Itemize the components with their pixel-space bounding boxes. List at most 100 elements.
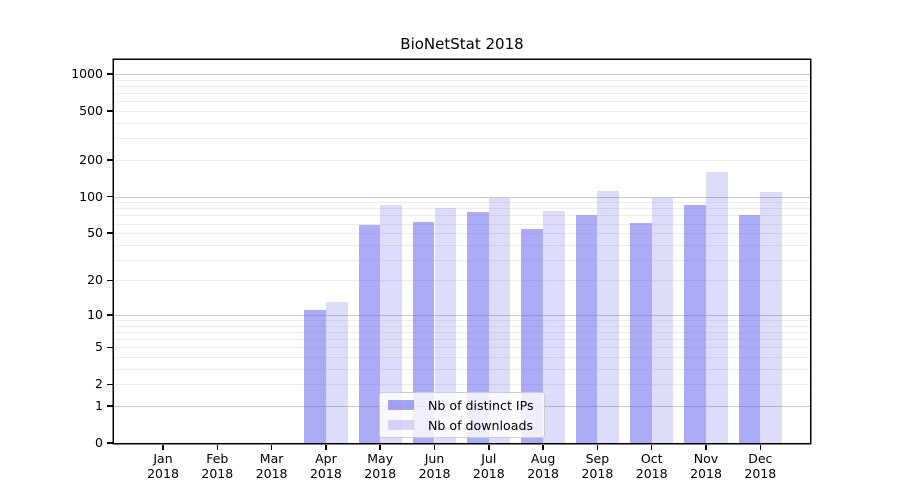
x-tick-mark [216, 444, 219, 450]
bar-nb-of-distinct-ips-nov [684, 205, 706, 443]
x-tick-label: Mar 2018 [242, 451, 302, 481]
x-tick-year: 2018 [255, 466, 288, 481]
x-tick-label: Nov 2018 [676, 451, 736, 481]
y-tick-mark [107, 195, 113, 198]
gridline-minor [114, 93, 810, 95]
x-tick-mark [596, 444, 599, 450]
gridline-major [114, 74, 810, 76]
x-tick-month: Aug [530, 451, 556, 466]
y-tick-label: 0 [95, 435, 103, 450]
x-tick-year: 2018 [635, 466, 668, 481]
bar-nb-of-downloads-may [380, 204, 402, 443]
x-tick-mark [759, 444, 762, 450]
x-tick-month: May [367, 451, 394, 466]
x-tick-month: Mar [259, 451, 284, 466]
bar-nb-of-distinct-ips-aug [521, 229, 544, 443]
legend-label-ips: Nb of distinct IPs [428, 397, 534, 413]
x-tick-mark [379, 444, 381, 450]
y-tick-label: 100 [79, 188, 103, 204]
x-tick-year: 2018 [418, 466, 451, 481]
gridline-major [114, 196, 810, 198]
x-tick-mark [488, 444, 490, 450]
gridline-minor [114, 101, 810, 103]
x-tick-month: Jan [153, 451, 173, 466]
x-tick-mark [650, 444, 653, 450]
y-tick-label: 1 [95, 398, 103, 413]
gridline-minor [114, 332, 810, 333]
legend-item-downloads: Nb of downloads [388, 418, 536, 433]
gridline-minor [114, 280, 810, 282]
x-tick-month: Sep [585, 451, 610, 466]
x-tick-mark [542, 444, 544, 450]
legend-swatch-ips [388, 400, 414, 410]
gridline-minor [114, 357, 810, 359]
gridline-minor [114, 384, 810, 386]
gridline-minor [114, 223, 810, 225]
gridline-minor [114, 259, 810, 261]
gridline-minor [114, 159, 810, 161]
bar-nb-of-downloads-oct [651, 198, 674, 443]
x-tick-year: 2018 [472, 466, 505, 481]
bar-nb-of-distinct-ips-jun [412, 221, 435, 443]
x-tick-label: Aug 2018 [513, 451, 573, 481]
bar-nb-of-downloads-sep [597, 191, 620, 443]
x-tick-month: Apr [315, 451, 337, 466]
gridline-minor [114, 123, 810, 125]
bar-nb-of-distinct-ips-sep [575, 214, 598, 443]
x-tick-label: Jan 2018 [133, 451, 193, 481]
x-tick-mark [325, 444, 327, 450]
y-tick-label: 200 [79, 151, 103, 167]
x-tick-label: Apr 2018 [296, 451, 356, 481]
gridline-minor [114, 233, 810, 235]
gridline-minor [114, 138, 810, 140]
gridline-minor [114, 320, 810, 322]
y-tick-label: 5 [95, 339, 103, 355]
x-tick-label: Feb 2018 [187, 451, 247, 481]
x-tick-year: 2018 [201, 466, 234, 481]
gridline-minor [114, 111, 810, 113]
bar-nb-of-distinct-ips-apr [304, 310, 326, 443]
x-tick-month: Dec [748, 451, 773, 466]
x-tick-month: Jul [481, 451, 497, 466]
gridline-minor [114, 208, 810, 210]
x-tick-year: 2018 [581, 466, 614, 481]
bar-nb-of-downloads-nov [706, 171, 728, 443]
bar-nb-of-downloads-apr [325, 302, 348, 443]
y-tick-mark [107, 159, 113, 161]
bar-nb-of-downloads-dec [760, 191, 782, 443]
y-tick-mark [107, 232, 113, 234]
x-tick-mark [270, 444, 273, 450]
bar-nb-of-downloads-jun [434, 208, 457, 443]
gridline-minor [114, 202, 810, 204]
gridline-minor [114, 347, 810, 349]
gridline-minor [114, 325, 810, 327]
x-tick-mark [433, 444, 436, 450]
y-tick-mark [107, 346, 113, 349]
gridline-minor [114, 369, 810, 370]
legend-label-downloads: Nb of downloads [428, 417, 534, 433]
y-tick-label: 50 [87, 225, 103, 241]
x-tick-year: 2018 [744, 466, 777, 481]
gridline-minor [114, 244, 810, 246]
x-tick-label: Dec 2018 [730, 451, 790, 481]
bar-nb-of-distinct-ips-oct [630, 222, 652, 443]
x-tick-label: Jul 2018 [459, 451, 519, 481]
y-tick-mark [107, 73, 113, 75]
x-tick-month: Feb [206, 451, 229, 466]
gridline-major [114, 315, 810, 316]
y-tick-label: 10 [87, 307, 103, 322]
legend-swatch-downloads [388, 420, 414, 430]
x-tick-year: 2018 [364, 466, 397, 481]
y-tick-mark [107, 110, 113, 112]
x-tick-year: 2018 [527, 466, 559, 481]
bar-nb-of-downloads-aug [543, 211, 565, 443]
x-tick-year: 2018 [309, 466, 342, 481]
gridline-minor [114, 86, 810, 88]
y-tick-label: 20 [87, 272, 103, 288]
y-tick-mark [107, 279, 113, 282]
x-tick-label: May 2018 [350, 451, 410, 481]
x-tick-month: Oct [640, 451, 663, 466]
x-tick-year: 2018 [147, 466, 179, 481]
x-tick-year: 2018 [690, 466, 722, 481]
